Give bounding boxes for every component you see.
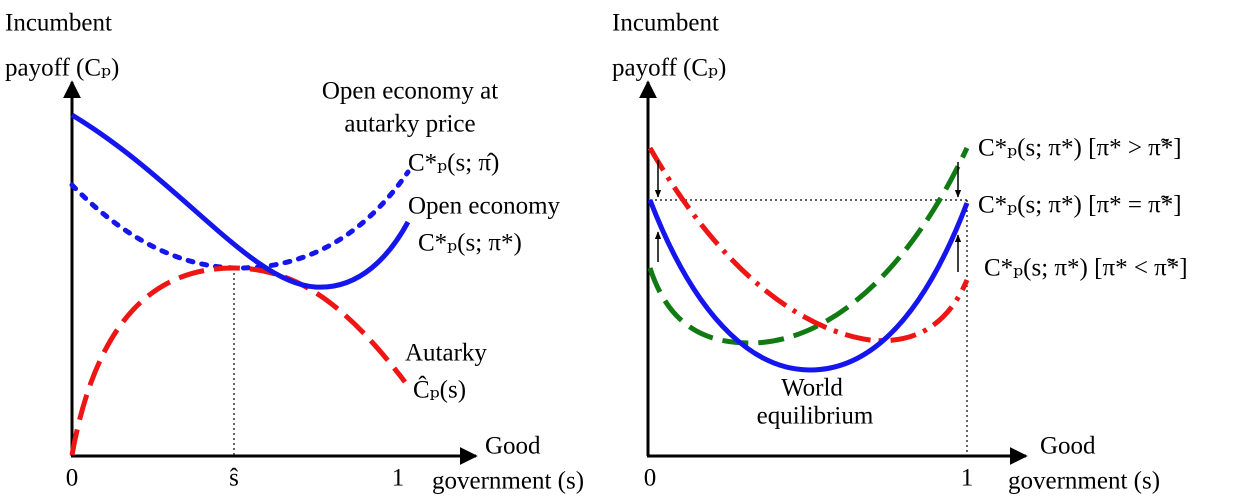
curve-label: C*ₚ(s; π̂) bbox=[408, 150, 499, 177]
curve-label: equilibrium bbox=[757, 403, 874, 430]
low-price-curve bbox=[647, 146, 970, 344]
right-panel: Incumbent payoff (Cₚ) Good government (s… bbox=[612, 10, 1188, 495]
tick-label: 1 bbox=[961, 465, 974, 492]
high-price-curve bbox=[647, 146, 970, 346]
tick-label: 0 bbox=[644, 465, 657, 492]
curve-label: Open economy at bbox=[322, 78, 498, 105]
curve-label: Ĉₚ(s) bbox=[413, 376, 466, 404]
x-label: government (s) bbox=[1008, 468, 1160, 495]
autarky-curve bbox=[69, 265, 407, 456]
curve-label: World bbox=[781, 375, 843, 402]
y-label: Incumbent bbox=[612, 10, 719, 37]
equilibrium-curve bbox=[647, 199, 970, 373]
curve-label: C*ₚ(s; π*) [π* < π̃*] bbox=[984, 255, 1188, 282]
curve-label: autarky price bbox=[344, 111, 475, 138]
y-label: Incumbent bbox=[5, 10, 112, 37]
tick-label: ŝ bbox=[229, 465, 239, 492]
open-autarky-price-curve bbox=[69, 169, 411, 271]
x-label: Good bbox=[485, 433, 541, 460]
curve-label: Open economy bbox=[408, 193, 561, 220]
curve-label: C*ₚ(s; π*) [π* > π̃*] bbox=[978, 135, 1182, 162]
left-panel: Incumbent payoff (Cₚ) Good government (s… bbox=[5, 10, 584, 495]
open-economy-curve bbox=[70, 112, 411, 290]
y-label: payoff (Cₚ) bbox=[612, 55, 726, 82]
tick-label: 1 bbox=[392, 465, 405, 492]
curve-label: Autarky bbox=[405, 340, 487, 367]
y-label: payoff (Cₚ) bbox=[5, 55, 119, 82]
x-label: government (s) bbox=[432, 468, 584, 495]
curve-label: C*ₚ(s; π*) bbox=[418, 230, 522, 257]
x-label: Good bbox=[1040, 433, 1096, 460]
curve-label: C*ₚ(s; π*) [π* = π̃*] bbox=[978, 192, 1182, 219]
tick-label: 0 bbox=[66, 465, 79, 492]
